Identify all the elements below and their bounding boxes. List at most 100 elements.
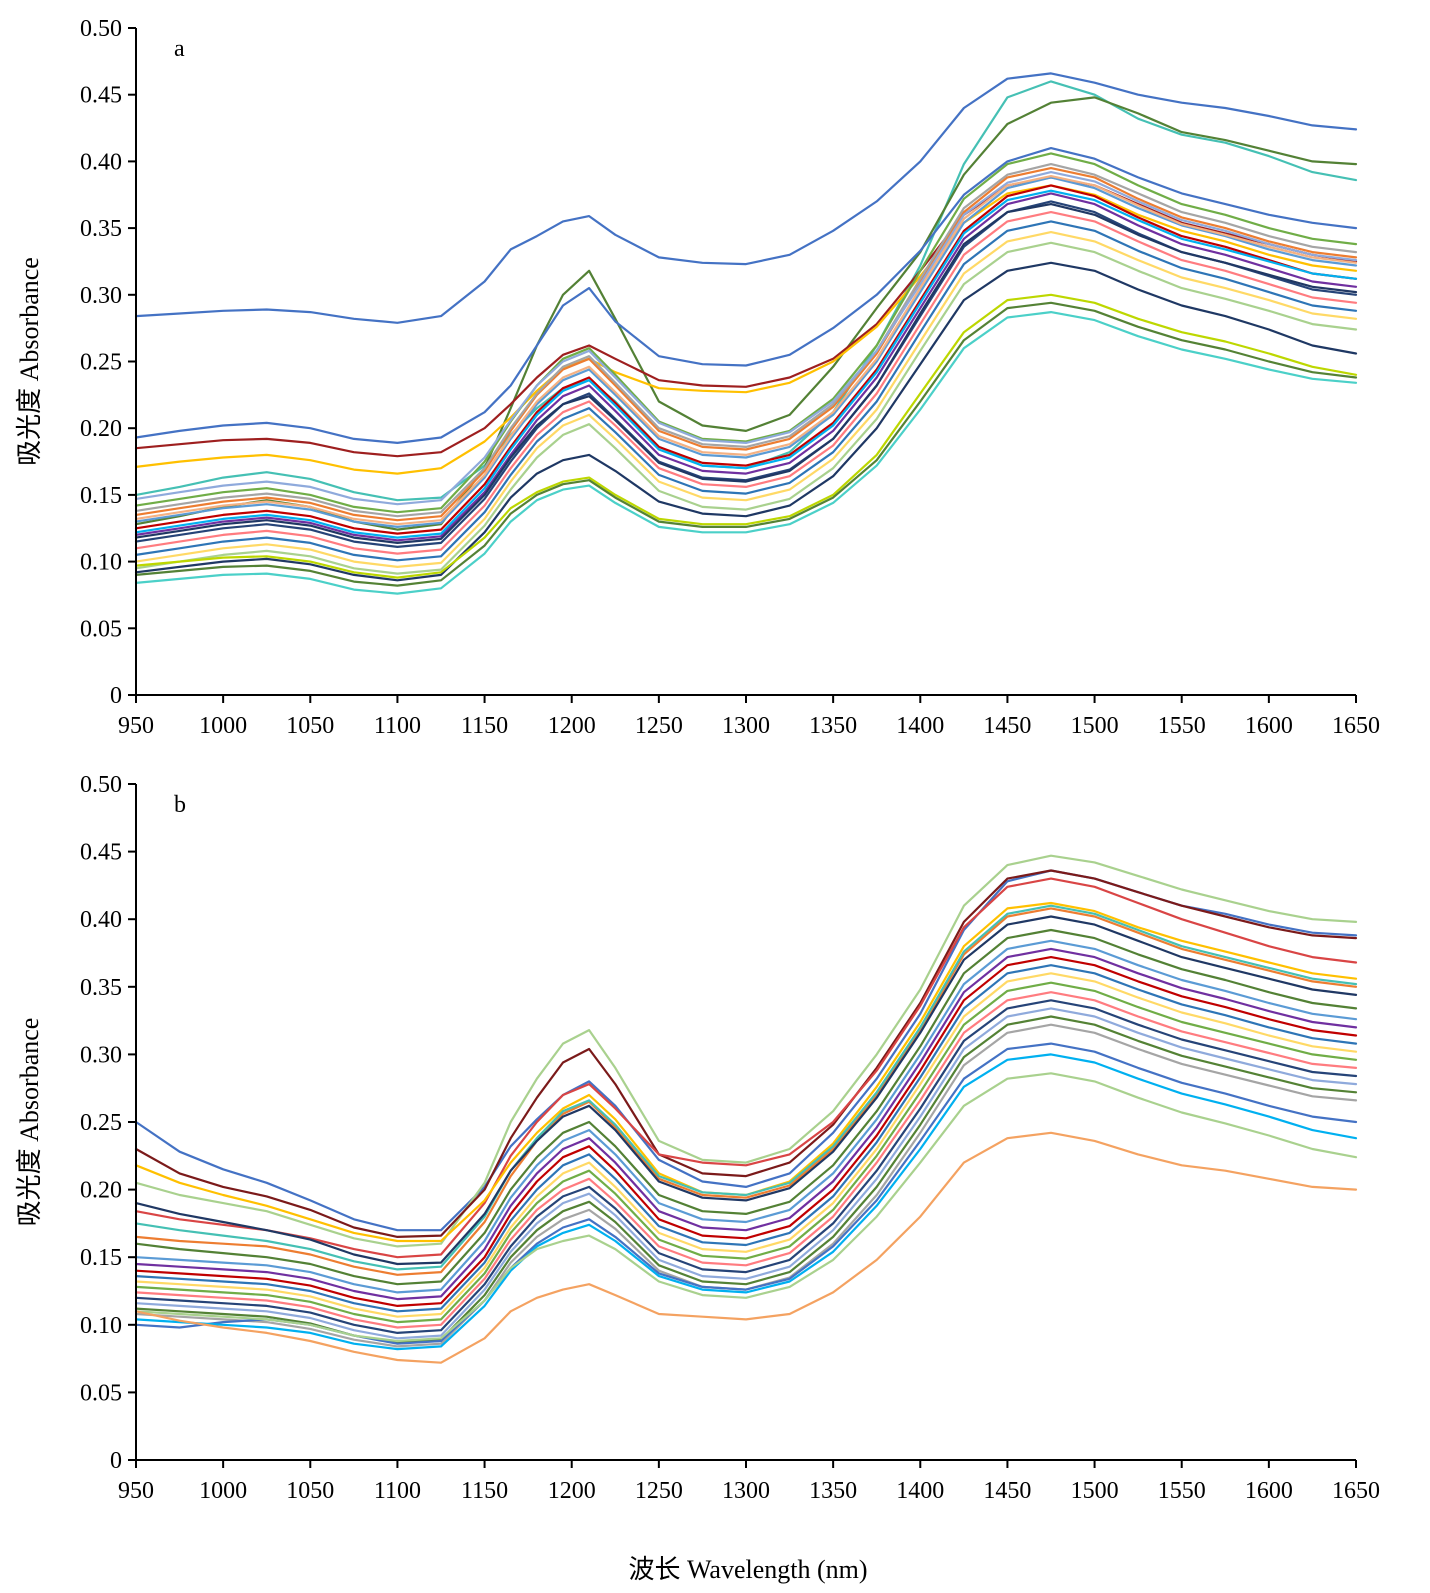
x-tick-label: 1400 <box>896 713 944 739</box>
x-tick-label: 950 <box>118 713 154 739</box>
y-tick-label: 0.05 <box>80 1380 122 1406</box>
y-tick-label: 0.35 <box>80 975 122 1001</box>
series-line-16 <box>134 231 1358 568</box>
y-tick-label: 0.35 <box>80 216 122 242</box>
y-tick-label: 0.25 <box>80 350 122 376</box>
series-line-14 <box>134 211 1358 555</box>
y-tick-label: 0.25 <box>80 1110 122 1136</box>
series-line-23 <box>134 1131 1358 1364</box>
series-line-14 <box>134 981 1358 1324</box>
series-line-2 <box>134 80 1358 502</box>
series-line-21 <box>134 301 1358 587</box>
x-tick-label: 1000 <box>199 713 247 739</box>
series-line-11 <box>134 163 1358 518</box>
x-tick-label: 1350 <box>809 713 857 739</box>
x-tick-label: 1500 <box>1071 713 1119 739</box>
x-axis-title: 波长 Wavelength (nm) <box>628 1555 867 1584</box>
x-tick-label: 1200 <box>548 1478 596 1504</box>
series-line-10 <box>134 947 1358 1301</box>
series-line-3 <box>134 869 1358 1238</box>
y-axis-title: 吸光度 Absorbance <box>15 257 44 466</box>
series-line-13 <box>134 200 1358 548</box>
panel-label: a <box>174 36 185 62</box>
chart-panel-a: 0 0.05 0.10 0.15 0.20 0.25 0.30 0.35 0.40 0.45 0.5… <box>15 16 1380 739</box>
series-line-23 <box>134 203 1358 544</box>
y-tick-label: 0.10 <box>80 550 122 576</box>
y-tick-label: 0.20 <box>80 416 122 442</box>
series-line-18 <box>134 241 1358 575</box>
chart-panel-b: 0 0.05 0.10 0.15 0.20 0.25 0.30 0.35 0.40 0.45 0.5… <box>15 772 1380 1504</box>
series-line-6 <box>134 147 1358 444</box>
series-line-9 <box>134 939 1358 1294</box>
series-line-4 <box>134 877 1358 1259</box>
series-group <box>134 854 1358 1364</box>
x-tick-label: 1050 <box>286 1478 334 1504</box>
y-tick-label: 0.45 <box>80 83 122 109</box>
series-line-8 <box>134 928 1358 1286</box>
x-tick-label: 1450 <box>983 713 1031 739</box>
x-tick-label: 1350 <box>809 1478 857 1504</box>
series-line-8 <box>134 167 1358 522</box>
y-tick-label: 0 <box>110 1448 122 1474</box>
x-tick-label: 1250 <box>635 1478 683 1504</box>
y-tick-label: 0.30 <box>80 1042 122 1068</box>
x-tick-label: 1100 <box>374 713 421 739</box>
series-line-15 <box>134 220 1358 562</box>
x-tick-label: 1550 <box>1158 713 1206 739</box>
y-tick-label: 0.05 <box>80 616 122 642</box>
x-tick-label: 1600 <box>1245 1478 1293 1504</box>
y-tick-label: 0.10 <box>80 1313 122 1339</box>
series-line-7 <box>134 904 1358 1271</box>
series-line-12 <box>134 964 1358 1313</box>
series-line-17 <box>134 1007 1358 1340</box>
series-line-11 <box>134 956 1358 1307</box>
x-tick-label: 1500 <box>1071 1478 1119 1504</box>
y-tick-label: 0.40 <box>80 149 122 175</box>
series-line-16 <box>134 999 1358 1334</box>
x-tick-label: 1650 <box>1332 713 1380 739</box>
series-line-13 <box>134 972 1358 1318</box>
y-tick-label: 0.15 <box>80 483 122 509</box>
x-tick-label: 1150 <box>461 713 508 739</box>
series-line-24 <box>134 175 1358 526</box>
series-line-15 <box>134 991 1358 1329</box>
series-line-20 <box>134 293 1358 579</box>
series-group <box>134 72 1358 595</box>
series-line-4 <box>134 176 1358 458</box>
series-line-17 <box>134 171 1358 506</box>
series-line-24 <box>134 915 1358 1266</box>
series-line-22 <box>134 1072 1358 1343</box>
y-tick-label: 0.15 <box>80 1245 122 1271</box>
x-tick-label: 1550 <box>1158 1478 1206 1504</box>
y-tick-label: 0.50 <box>80 16 122 42</box>
y-tick-label: 0.50 <box>80 772 122 798</box>
series-line-19 <box>134 261 1358 582</box>
x-tick-label: 1300 <box>722 1478 770 1504</box>
series-line-6 <box>134 907 1358 1276</box>
y-axis-title: 吸光度 Absorbance <box>15 1018 44 1227</box>
x-tick-label: 1600 <box>1245 713 1293 739</box>
x-tick-label: 1050 <box>286 713 334 739</box>
x-tick-label: 1150 <box>461 1478 508 1504</box>
x-tick-label: 1400 <box>896 1478 944 1504</box>
y-tick-label: 0 <box>110 683 122 709</box>
x-tick-label: 1200 <box>548 713 596 739</box>
x-tick-label: 1450 <box>983 1478 1031 1504</box>
y-tick-label: 0.40 <box>80 907 122 933</box>
series-line-2 <box>134 854 1358 1248</box>
x-tick-label: 1650 <box>1332 1478 1380 1504</box>
series-line-9 <box>134 176 1358 528</box>
x-tick-label: 950 <box>118 1478 154 1504</box>
series-line-1 <box>134 72 1358 324</box>
series-line-22 <box>134 311 1358 595</box>
series-line-7 <box>134 152 1358 514</box>
y-tick-label: 0.20 <box>80 1178 122 1204</box>
x-tick-label: 1100 <box>374 1478 421 1504</box>
x-tick-label: 1250 <box>635 713 683 739</box>
panel-label: b <box>174 792 186 818</box>
series-line-21 <box>134 1053 1358 1351</box>
x-tick-label: 1000 <box>199 1478 247 1504</box>
series-line-12 <box>134 192 1358 542</box>
y-tick-label: 0.30 <box>80 283 122 309</box>
